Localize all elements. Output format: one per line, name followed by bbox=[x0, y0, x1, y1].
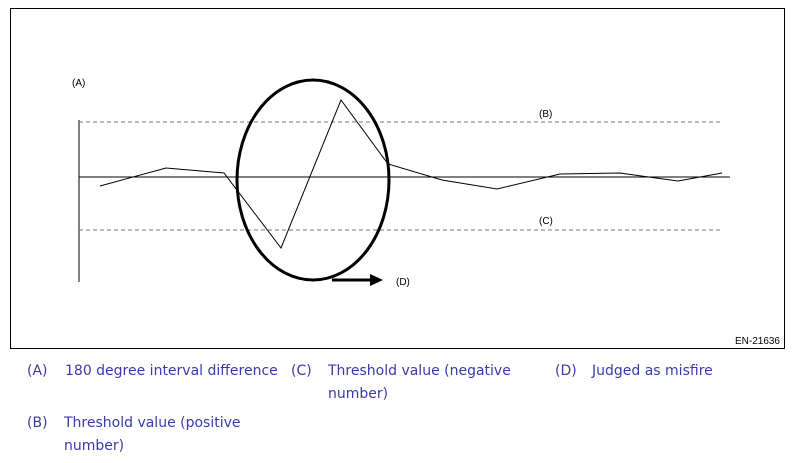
legend-key: (C) bbox=[291, 363, 312, 379]
legend-text: Threshold value (negative bbox=[328, 363, 511, 379]
legend-key: (B) bbox=[27, 415, 48, 431]
frame bbox=[10, 8, 785, 349]
label-b: (B) bbox=[539, 109, 552, 120]
legend-text: number) bbox=[64, 438, 125, 454]
misfire-ellipse bbox=[235, 78, 391, 282]
signal bbox=[99, 98, 723, 250]
arrow-head bbox=[370, 274, 383, 286]
legend-text: number) bbox=[328, 386, 389, 402]
legend-text: 180 degree interval difference bbox=[65, 363, 278, 379]
label-c: (C) bbox=[539, 216, 553, 227]
legend-key: (A) bbox=[27, 363, 48, 379]
label-d: (D) bbox=[396, 277, 410, 288]
legend-key: (D) bbox=[555, 363, 577, 379]
label-a: (A) bbox=[72, 78, 85, 89]
legend-text: Threshold value (positive bbox=[64, 415, 241, 431]
legend-text: Judged as misfire bbox=[592, 363, 713, 379]
diagram: (A) (B) (C) (D) EN-21636 bbox=[10, 8, 785, 349]
figure-code: EN-21636 bbox=[735, 336, 780, 347]
